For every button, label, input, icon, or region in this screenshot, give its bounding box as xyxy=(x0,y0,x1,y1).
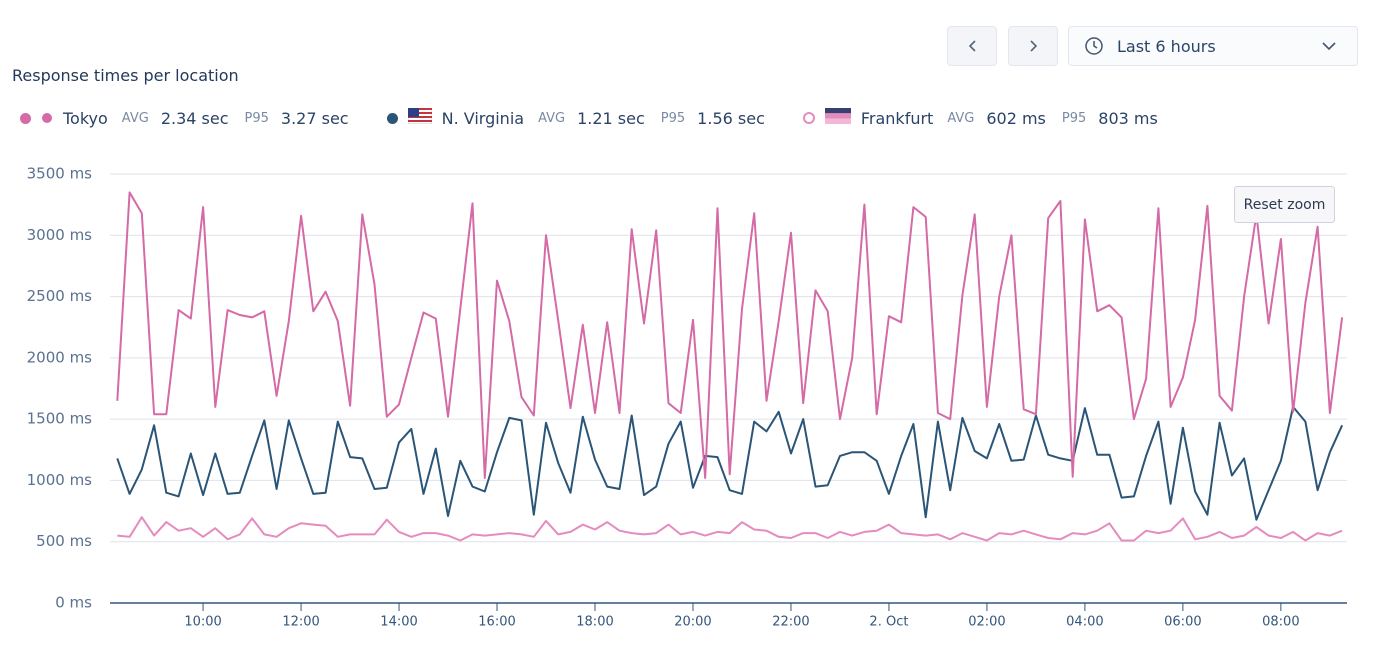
time-range-label: Last 6 hours xyxy=(1117,36,1216,56)
x-tick-label: 04:00 xyxy=(1066,615,1103,630)
clock-icon xyxy=(1085,37,1103,55)
x-tick-label: 14:00 xyxy=(380,615,417,630)
legend-marker xyxy=(802,112,815,124)
y-tick-label: 3500 ms xyxy=(27,165,93,183)
x-tick-label: 20:00 xyxy=(674,615,711,630)
prev-button[interactable] xyxy=(947,26,997,66)
time-range-dropdown[interactable]: Last 6 hours xyxy=(1068,26,1358,66)
legend-name: Tokyo xyxy=(63,108,108,128)
chart-title: Response times per location xyxy=(12,66,239,85)
p95-label: P95 xyxy=(244,110,269,126)
series-line xyxy=(116,191,1344,479)
p95-value: 3.27 sec xyxy=(280,108,349,128)
x-tick-label: 02:00 xyxy=(968,615,1005,630)
p95-label: P95 xyxy=(660,110,686,126)
x-tick-label: 2. Oct xyxy=(869,615,908,630)
avg-label: AVG xyxy=(538,110,566,126)
x-tick-label: 18:00 xyxy=(576,615,613,630)
p95-value: 1.56 sec xyxy=(697,108,765,128)
flag-icon xyxy=(41,109,53,128)
x-tick-label: 22:00 xyxy=(772,615,809,630)
avg-value: 602 ms xyxy=(986,108,1046,128)
y-tick-label: 3000 ms xyxy=(27,226,93,244)
avg-value: 2.34 sec xyxy=(160,108,229,128)
next-button[interactable] xyxy=(1008,26,1058,66)
legend-marker xyxy=(386,112,398,124)
avg-label: AVG xyxy=(121,110,149,126)
legend-item: Tokyo AVG 2.34 sec P95 3.27 sec xyxy=(20,109,365,128)
legend-item: N. Virginia AVG 1.21 sec P95 1.56 sec xyxy=(386,107,781,128)
chevron-right xyxy=(1030,40,1038,52)
chevron-left xyxy=(968,40,976,52)
x-tick-label: 10:00 xyxy=(184,615,221,630)
y-tick-label: 2500 ms xyxy=(27,287,93,305)
x-tick-label: 08:00 xyxy=(1262,615,1299,630)
x-tick-label: 16:00 xyxy=(478,615,515,630)
avg-value: 1.21 sec xyxy=(577,108,645,128)
y-tick-label: 1000 ms xyxy=(27,471,93,489)
flag-icon xyxy=(407,107,433,128)
legend-item: Frankfurt AVG 602 ms P95 803 ms xyxy=(802,108,1174,128)
y-tick-label: 2000 ms xyxy=(27,348,93,366)
series-line xyxy=(117,516,1343,542)
legend-name: N. Virginia xyxy=(441,108,525,128)
legend: Tokyo AVG 2.34 sec P95 3.27 sec N. Virginia AV… xyxy=(20,106,1196,130)
x-tick-label: 12:00 xyxy=(282,615,319,630)
y-tick-label: 0 ms xyxy=(55,594,92,612)
dropdown-caret xyxy=(1322,42,1336,51)
legend-marker xyxy=(20,112,31,124)
avg-label: AVG xyxy=(947,110,975,126)
reset-zoom-button[interactable]: Reset zoom xyxy=(1234,186,1335,223)
flag-icon xyxy=(824,108,851,128)
p95-label: P95 xyxy=(1061,110,1087,126)
p95-value: 803 ms xyxy=(1098,108,1158,128)
y-tick-label: 500 ms xyxy=(36,532,92,550)
series-line xyxy=(116,405,1344,521)
legend-name: Frankfurt xyxy=(860,108,934,128)
y-tick-label: 1500 ms xyxy=(27,410,93,428)
x-tick-label: 06:00 xyxy=(1164,615,1201,630)
